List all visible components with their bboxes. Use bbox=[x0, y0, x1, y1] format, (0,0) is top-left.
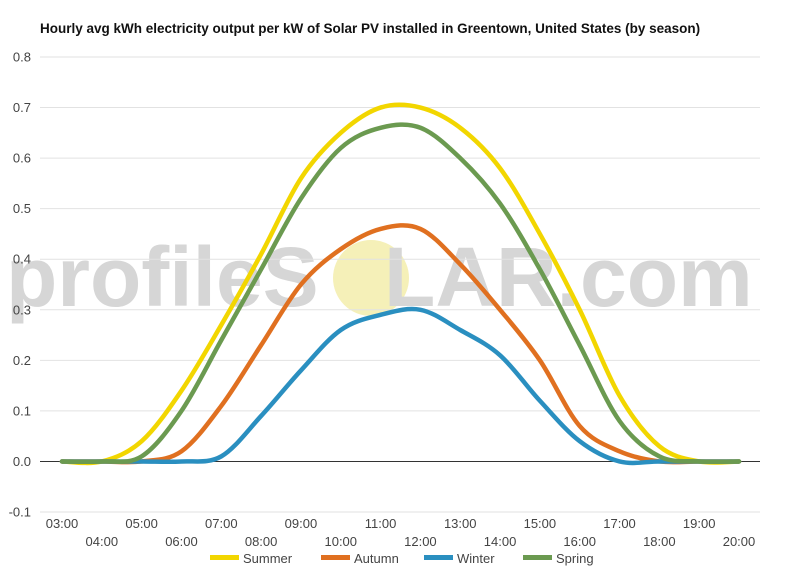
legend-swatch bbox=[210, 555, 239, 560]
x-tick-label: 06:00 bbox=[165, 534, 198, 549]
x-tick-label: 20:00 bbox=[723, 534, 756, 549]
legend: Summer Autumn Winter Spring bbox=[210, 551, 594, 566]
legend-item-autumn[interactable]: Autumn bbox=[321, 551, 399, 566]
legend-item-winter[interactable]: Winter bbox=[424, 551, 495, 566]
y-tick-label: 0.8 bbox=[13, 50, 31, 65]
x-tick-label: 11:00 bbox=[365, 516, 397, 531]
legend-label: Spring bbox=[556, 551, 594, 566]
series-line-winter bbox=[59, 306, 742, 466]
x-tick-label: 04:00 bbox=[86, 534, 119, 549]
legend-swatch bbox=[523, 555, 552, 560]
series-line-summer bbox=[59, 102, 742, 466]
series-line-autumn bbox=[59, 223, 742, 465]
x-tick-label: 18:00 bbox=[643, 534, 676, 549]
x-tick-label: 16:00 bbox=[563, 534, 596, 549]
x-tick-label: 15:00 bbox=[524, 516, 557, 531]
x-tick-label: 08:00 bbox=[245, 534, 278, 549]
legend-swatch bbox=[424, 555, 453, 560]
x-tick-label: 12:00 bbox=[404, 534, 437, 549]
x-tick-label: 05:00 bbox=[125, 516, 158, 531]
x-tick-label: 17:00 bbox=[603, 516, 636, 531]
y-tick-label: 0.4 bbox=[13, 252, 31, 267]
legend-item-summer[interactable]: Summer bbox=[210, 551, 293, 566]
legend-item-spring[interactable]: Spring bbox=[523, 551, 594, 566]
legend-label: Winter bbox=[457, 551, 495, 566]
x-tick-label: 03:00 bbox=[46, 516, 79, 531]
legend-swatch bbox=[321, 555, 350, 560]
y-tick-label: 0.3 bbox=[13, 302, 31, 317]
x-tick-label: 09:00 bbox=[285, 516, 318, 531]
x-tick-label: 19:00 bbox=[683, 516, 716, 531]
watermark-text: profileSOLAR.com bbox=[6, 230, 753, 324]
x-tick-label: 10:00 bbox=[324, 534, 357, 549]
x-tick-label: 13:00 bbox=[444, 516, 477, 531]
y-tick-label: 0.7 bbox=[13, 100, 31, 115]
y-tick-label: 0.1 bbox=[13, 403, 31, 418]
x-tick-label: 14:00 bbox=[484, 534, 517, 549]
y-tick-label: 0.6 bbox=[13, 151, 31, 166]
x-tick-label: 07:00 bbox=[205, 516, 238, 531]
legend-label: Autumn bbox=[354, 551, 399, 566]
y-axis: 0.8 0.7 0.6 0.5 0.4 0.3 0.2 0.1 0.0 -0.1 bbox=[9, 50, 31, 520]
watermark: profileSOLAR.com bbox=[6, 230, 753, 324]
y-tick-label: 0.2 bbox=[13, 353, 31, 368]
y-tick-label: 0.0 bbox=[13, 454, 31, 469]
chart-title: Hourly avg kWh electricity output per kW… bbox=[40, 21, 700, 36]
legend-label: Summer bbox=[243, 551, 293, 566]
x-axis: 03:00 04:00 05:00 06:00 07:00 08:00 09:00 10:00… bbox=[46, 516, 756, 549]
series-lines bbox=[59, 102, 742, 466]
y-tick-label: 0.5 bbox=[13, 201, 31, 216]
series-line-spring bbox=[59, 122, 742, 465]
y-tick-label: -0.1 bbox=[9, 505, 31, 520]
